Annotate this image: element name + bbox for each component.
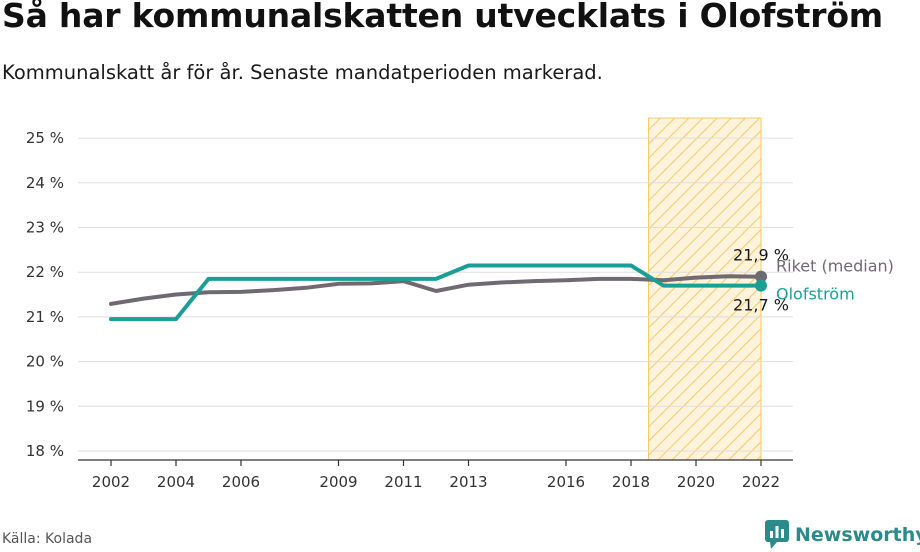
x-tick-label: 2013: [449, 473, 487, 491]
brand-name: Newsworthy: [795, 524, 920, 546]
source-note: Källa: Kolada: [2, 531, 93, 547]
x-tick-label: 2004: [157, 473, 195, 491]
x-tick-label: 2020: [677, 473, 715, 491]
end-point-olofstrom: [755, 279, 767, 292]
x-tick-label: 2006: [222, 473, 260, 491]
x-tick-label: 2022: [742, 473, 780, 491]
series-name-label-riket: Riket (median): [776, 257, 894, 276]
x-tick-label: 2009: [319, 473, 357, 491]
series-name-label-olofstrom: Olofström: [776, 285, 855, 304]
end-value-label-riket: 21,9 %: [733, 246, 789, 265]
newsworthy-logo-icon: [765, 520, 789, 549]
chart-title: Så har kommunalskatten utvecklats i Olof…: [2, 0, 883, 35]
x-tick-label: 2018: [612, 473, 650, 491]
highlight-period: [648, 117, 762, 461]
y-tick-label: 24 %: [26, 174, 64, 192]
x-tick-label: 2016: [547, 473, 585, 491]
y-tick-label: 19 %: [26, 397, 64, 415]
y-tick-label: 18 %: [26, 442, 64, 460]
brand-logo[interactable]: Newsworthy: [765, 520, 920, 550]
end-value-label-olofstrom: 21,7 %: [733, 296, 789, 315]
chart-subtitle: Kommunalskatt år för år. Senaste mandatp…: [2, 61, 603, 84]
y-tick-label: 20 %: [26, 353, 64, 371]
y-tick-label: 23 %: [26, 219, 64, 237]
y-tick-label: 22 %: [26, 263, 64, 281]
y-tick-label: 25 %: [26, 129, 64, 147]
x-tick-label: 2002: [92, 473, 130, 491]
y-tick-label: 21 %: [26, 308, 64, 326]
x-tick-label: 2011: [384, 473, 422, 491]
end-point-riket: [755, 270, 767, 283]
